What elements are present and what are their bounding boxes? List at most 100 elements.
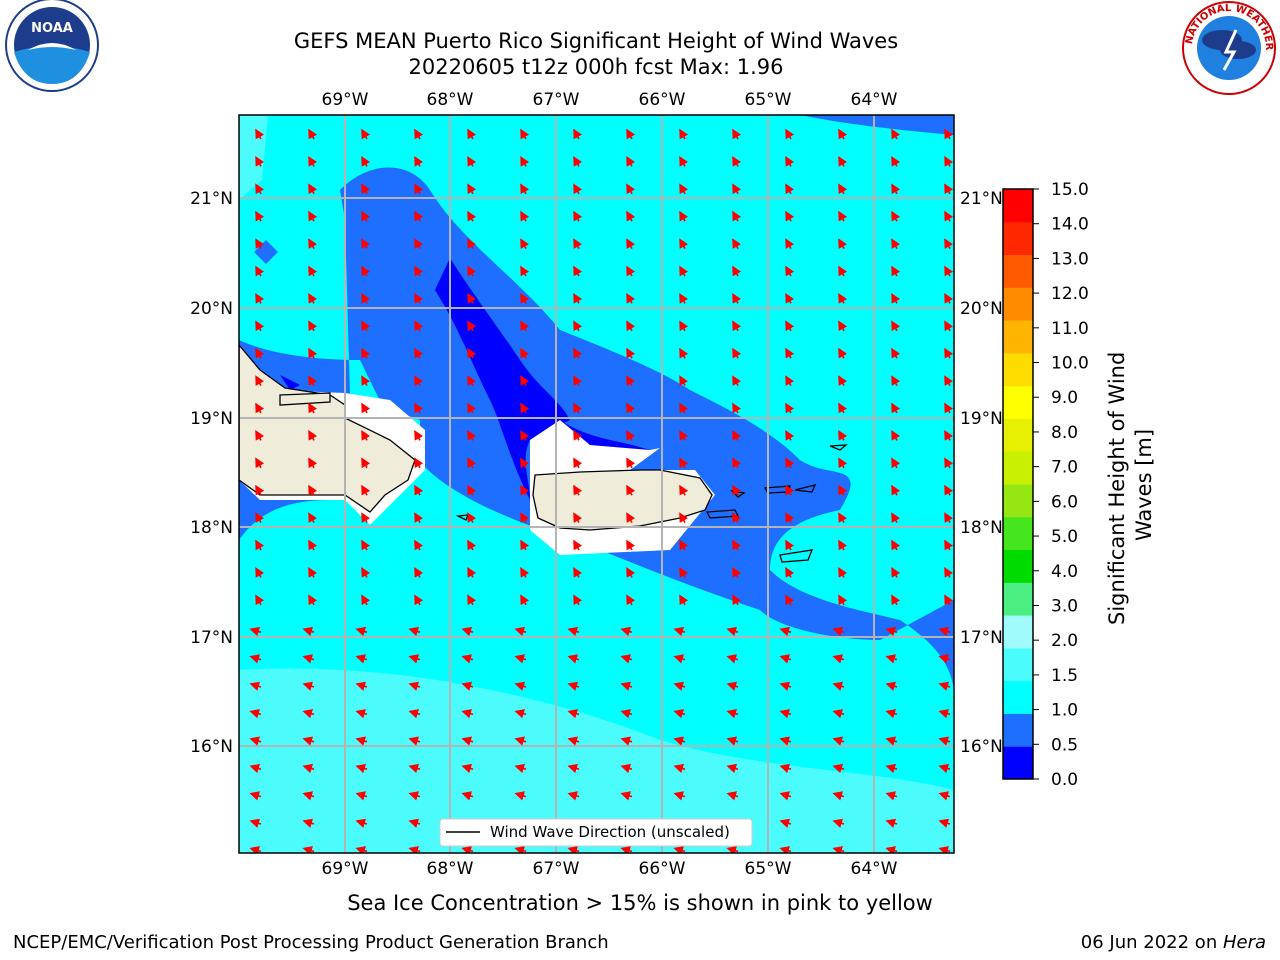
wind-arrow: [785, 183, 795, 195]
wind-arrow: [414, 512, 424, 523]
wind-arrow: [308, 293, 318, 304]
colorbar-segment: [1003, 582, 1033, 616]
wind-arrow: [726, 736, 739, 746]
wind-arrow: [885, 654, 898, 664]
wind-arrow: [838, 238, 848, 249]
wind-arrow: [785, 594, 795, 606]
wind-arrow: [785, 457, 795, 469]
colorbar-segment: [1003, 647, 1033, 682]
wind-arrow: [673, 763, 686, 774]
wind-arrow: [832, 626, 845, 637]
wind-arrow: [673, 709, 686, 719]
wind-arrow: [520, 265, 530, 277]
wind-direction-arrows: [249, 128, 954, 853]
wind-arrow: [620, 709, 633, 719]
wind-arrow: [832, 709, 845, 719]
wind-arrow: [891, 293, 901, 304]
wind-arrow: [249, 736, 262, 746]
colorbar-tick-label: 8.0: [1051, 423, 1078, 443]
colorbar-tick-label: 1.5: [1051, 666, 1078, 686]
wind-arrow: [308, 156, 318, 167]
wind-arrow: [620, 846, 633, 853]
sea-ice-note: Sea Ice Concentration > 15% is shown in …: [347, 891, 933, 915]
wind-arrow: [520, 512, 530, 523]
wind-arrow: [891, 539, 901, 551]
wind-arrow: [838, 183, 848, 195]
wind-arrow: [732, 238, 742, 249]
wind-arrow: [785, 539, 795, 551]
lon-label-bottom: 67°W: [533, 859, 580, 879]
wind-arrow: [302, 709, 315, 719]
wind-arrow: [620, 681, 633, 691]
wind-arrow: [355, 818, 368, 828]
wind-arrow: [891, 512, 901, 523]
wind-arrow: [891, 238, 901, 249]
wind-arrow: [885, 709, 898, 719]
wind-arrow: [679, 293, 689, 304]
footer-host: Hera: [1222, 932, 1266, 953]
wind-arrow: [567, 681, 580, 691]
wind-arrow: [620, 736, 633, 746]
wind-arrow: [467, 567, 477, 578]
wind-arrow: [573, 347, 583, 359]
map-legend: Wind Wave Direction (unscaled): [439, 818, 753, 847]
wind-arrow: [944, 512, 954, 523]
wind-arrow: [620, 626, 633, 637]
wind-arrow: [514, 709, 527, 719]
wind-arrow: [249, 626, 262, 637]
colorbar-tick-label: 5.0: [1051, 527, 1078, 547]
wind-arrow: [573, 210, 583, 222]
colorbar-segment: [1003, 189, 1033, 223]
wind-arrow: [679, 594, 689, 606]
wind-arrow: [626, 320, 636, 332]
wind-arrow: [938, 626, 951, 637]
wind-arrow: [838, 430, 848, 441]
wind-arrow: [944, 128, 954, 140]
wind-arrow: [944, 156, 954, 167]
wind-arrow: [626, 347, 636, 359]
wind-arrow: [414, 402, 424, 414]
colorbar-tick-label: 7.0: [1051, 458, 1078, 478]
wind-arrow: [944, 402, 954, 414]
wind-arrow: [891, 128, 901, 140]
wind-arrow: [467, 238, 477, 249]
wind-arrow: [785, 156, 795, 167]
wind-arrow: [891, 156, 901, 167]
wind-arrow: [308, 512, 318, 523]
colorbar-segment: [1003, 287, 1033, 321]
colorbar-tick-label: 1.0: [1051, 701, 1078, 721]
wind-arrow: [249, 846, 262, 853]
wind-arrow: [785, 512, 795, 523]
wind-arrow: [461, 763, 474, 774]
wind-arrow: [673, 654, 686, 664]
wind-arrow: [467, 402, 477, 414]
wind-arrow: [679, 156, 689, 167]
wind-arrow: [255, 594, 265, 606]
wind-arrow: [785, 210, 795, 222]
colorbar-segment: [1003, 451, 1033, 485]
wind-arrow: [408, 626, 421, 637]
map-area: [239, 115, 954, 853]
wind-arrow: [308, 320, 318, 332]
wind-arrow: [249, 681, 262, 691]
wind-arrow: [779, 763, 792, 774]
wind-arrow: [461, 791, 474, 801]
wind-arrow: [838, 347, 848, 359]
lat-label-left: 19°N: [190, 409, 233, 429]
wind-arrow: [567, 626, 580, 637]
wind-arrow: [461, 654, 474, 664]
colorbar-tick-label: 15.0: [1051, 180, 1089, 200]
colorbar-tick-label: 13.0: [1051, 249, 1089, 269]
colorbar-tick-label: 11.0: [1051, 319, 1089, 339]
wind-arrow: [891, 375, 901, 386]
wind-arrow: [255, 210, 265, 222]
wind-arrow: [726, 654, 739, 664]
wind-arrow: [414, 156, 424, 167]
wind-arrow: [255, 320, 265, 332]
wind-arrow: [461, 681, 474, 691]
wind-arrow: [938, 654, 951, 664]
wind-arrow: [944, 347, 954, 359]
wind-arrow: [626, 128, 636, 140]
wind-arrow: [361, 567, 371, 578]
